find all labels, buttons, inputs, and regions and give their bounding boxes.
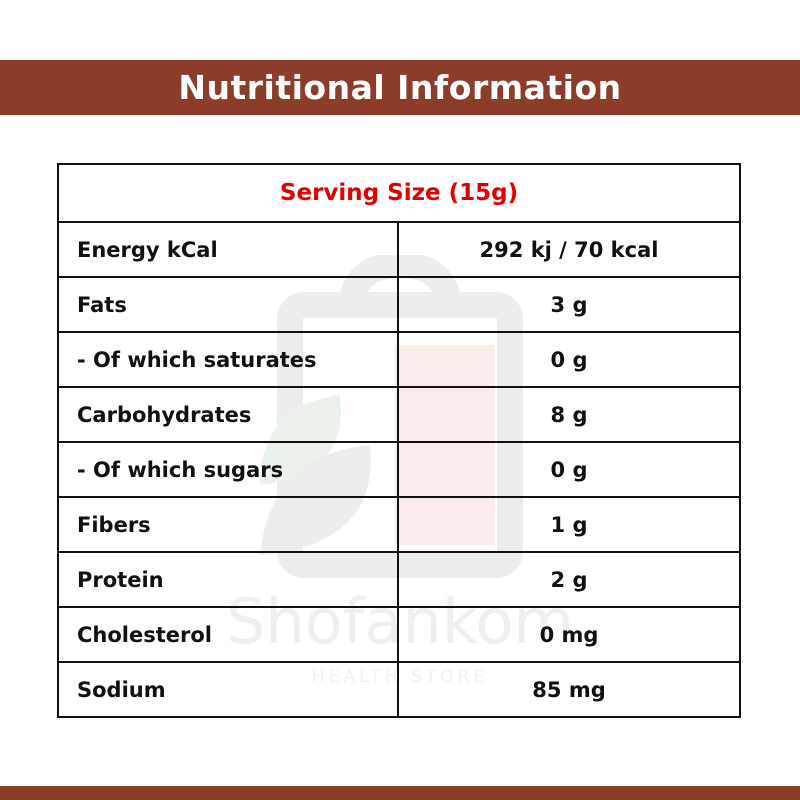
nutrient-value: 85 mg <box>396 661 742 718</box>
table-row: Sodium 85 mg <box>57 661 742 718</box>
nutrient-value: 1 g <box>396 496 742 553</box>
nutrient-label: Sodium <box>57 661 399 718</box>
table-row: - Of which saturates 0 g <box>57 331 742 388</box>
title-banner: Nutritional Information <box>0 60 800 115</box>
nutrient-label: Energy kCal <box>57 221 399 278</box>
serving-size: Serving Size (15g) <box>56 163 742 223</box>
nutrient-label: Fats <box>57 276 399 333</box>
table-row: Carbohydrates 8 g <box>57 386 742 443</box>
nutrient-label: Protein <box>57 551 399 608</box>
nutrient-value: 8 g <box>396 386 742 443</box>
nutrient-label: - Of which saturates <box>57 331 399 388</box>
page-title: Nutritional Information <box>178 68 622 107</box>
nutrient-value: 2 g <box>396 551 742 608</box>
serving-row: Serving Size (15g) <box>56 163 742 223</box>
nutrition-table: Serving Size (15g) Energy kCal 292 kj / … <box>56 163 742 718</box>
nutrient-value: 0 mg <box>396 606 742 663</box>
table-row: Fibers 1 g <box>57 496 742 553</box>
nutrient-label: - Of which sugars <box>57 441 399 498</box>
table-row: Energy kCal 292 kj / 70 kcal <box>57 221 742 278</box>
nutrient-value: 292 kj / 70 kcal <box>396 221 742 278</box>
nutrient-label: Cholesterol <box>57 606 399 663</box>
nutrient-value: 0 g <box>396 331 742 388</box>
nutrient-label: Carbohydrates <box>57 386 399 443</box>
table-row: - Of which sugars 0 g <box>57 441 742 498</box>
table-row: Fats 3 g <box>57 276 742 333</box>
table-row: Cholesterol 0 mg <box>57 606 742 663</box>
table-row: Protein 2 g <box>57 551 742 608</box>
bottom-bar <box>0 786 800 800</box>
nutrient-value: 0 g <box>396 441 742 498</box>
nutrient-value: 3 g <box>396 276 742 333</box>
nutrient-label: Fibers <box>57 496 399 553</box>
